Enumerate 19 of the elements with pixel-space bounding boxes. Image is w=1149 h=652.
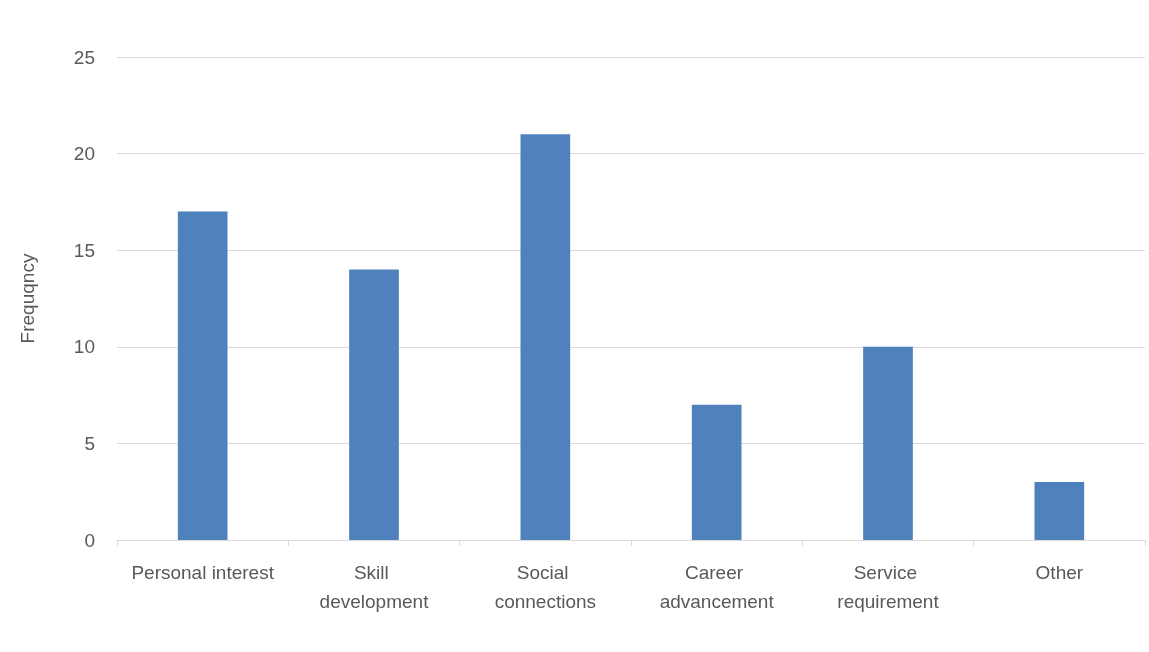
x-tick-label: Career advancement: [659, 562, 775, 612]
bar: [691, 404, 742, 540]
bar: [520, 134, 571, 540]
bar: [863, 346, 913, 540]
y-tick-label: 15: [73, 239, 95, 261]
y-axis-title: Frequqncy: [17, 253, 38, 344]
x-tick-label: Service requirement: [837, 562, 940, 612]
bar: [349, 269, 399, 540]
bar: [1034, 482, 1085, 540]
y-tick-label: 0: [84, 529, 95, 551]
y-tick-label: 25: [73, 46, 95, 68]
x-tick-label: Other: [1035, 562, 1084, 583]
x-tick-label: Social connections: [494, 562, 597, 612]
bar: [177, 211, 228, 540]
x-tick-label: Personal interest: [131, 562, 275, 583]
y-tick-label: 10: [73, 336, 95, 358]
x-tick-label: Skill development: [319, 562, 430, 612]
y-tick-label: 5: [84, 432, 95, 454]
y-tick-label: 20: [73, 143, 95, 165]
